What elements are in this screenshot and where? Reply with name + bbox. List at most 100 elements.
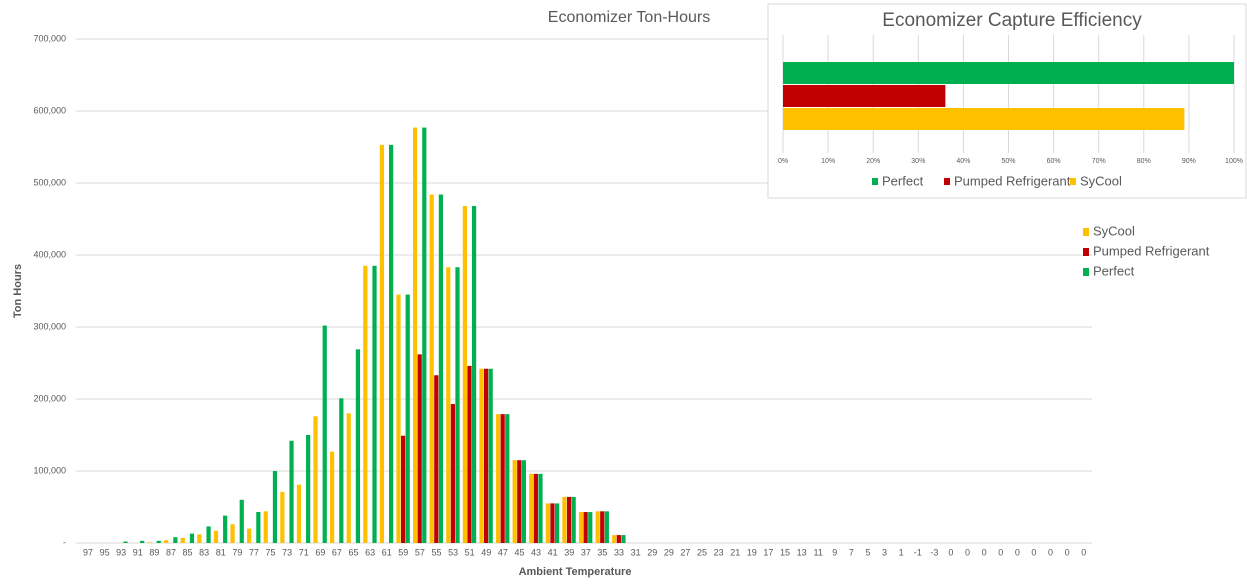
y-tick-label: 500,000 [33,177,66,187]
x-tick-label: 0 [1081,547,1086,557]
x-tick-label: 17 [763,547,773,557]
x-tick-label: 11 [814,547,823,557]
x-tick-label: 89 [149,547,159,557]
bar [429,194,434,543]
bar [438,194,443,543]
x-tick-label: 100% [1225,158,1243,165]
x-tick-label: 0 [982,547,987,557]
x-tick-label: 13 [797,547,807,557]
x-tick-label: 59 [398,547,408,557]
x-tick-label: 39 [564,547,574,557]
x-tick-label: 83 [199,547,209,557]
bar [588,512,593,543]
bar [550,503,555,543]
bar [621,535,626,543]
bar [355,349,361,543]
x-tick-label: 60% [1047,158,1061,165]
bar [529,473,534,543]
bar [256,512,261,543]
y-tick-label: - [63,537,66,547]
bar [372,265,377,543]
x-tick-label: 93 [116,547,126,557]
bar [417,354,422,543]
legend-swatch [872,178,878,185]
x-tick-label: 85 [183,547,193,557]
x-tick-label: 80% [1137,158,1151,165]
chart-title: Economizer Capture Efficiency [882,10,1142,31]
bar [197,534,202,543]
bar [545,503,550,543]
x-tick-label: 75 [266,547,276,557]
x-tick-label: 35 [597,547,607,557]
x-tick-label: 0 [1031,547,1036,557]
legend-swatch [944,178,950,185]
y-tick-label: 600,000 [33,105,66,115]
bar [434,375,439,543]
bar [396,294,401,543]
bar [422,127,427,543]
x-tick-label: 27 [680,547,690,557]
chart-title: Economizer Ton-Hours [548,9,710,26]
y-axis-label: Ton Hours [12,264,24,318]
bar [213,530,219,543]
bar [263,511,268,543]
x-tick-label: 87 [166,547,176,557]
x-tick-label: 33 [614,547,624,557]
bar [247,528,252,543]
x-tick-label: 0 [948,547,953,557]
legend-swatch [1083,268,1089,276]
legend-label: SyCool [1080,173,1122,188]
bar [379,144,385,543]
x-tick-label: 61 [382,547,392,557]
bar [156,540,161,543]
bar [330,451,335,543]
x-tick-label: 21 [730,547,740,557]
bar [517,460,522,543]
x-tick-label: 30% [911,158,925,165]
bar [562,496,567,543]
x-tick-label: -1 [914,547,922,557]
bar [296,484,302,543]
x-tick-label: 65 [349,547,359,557]
x-tick-label: 63 [365,547,375,557]
x-tick-label: 3 [882,547,887,557]
x-tick-label: 95 [100,547,110,557]
bar [616,535,621,543]
legend-label: Pumped Refrigerant [1093,243,1210,258]
bar [455,267,460,543]
bar [554,503,560,543]
x-tick-label: 97 [83,547,93,557]
x-tick-label: 69 [315,547,325,557]
legend-label: Perfect [882,173,924,188]
bar [346,413,351,543]
bar [500,414,505,543]
x-tick-label: 67 [332,547,342,557]
bar [471,206,477,544]
bar [571,496,576,543]
x-tick-label: 31 [631,547,641,557]
bar [446,267,451,543]
x-tick-label: -3 [930,547,938,557]
bar [223,515,228,543]
x-tick-label: 37 [581,547,591,557]
x-tick-label: 19 [747,547,757,557]
x-tick-label: 81 [216,547,226,557]
bar [405,294,410,543]
bar [583,512,588,543]
x-tick-label: 0 [998,547,1003,557]
bar [521,460,526,543]
y-tick-label: 300,000 [33,321,66,331]
x-tick-label: 45 [514,547,524,557]
bar [783,108,1185,130]
bar [412,127,418,543]
bar [401,435,406,543]
x-tick-label: 15 [780,547,790,557]
legend-swatch [1083,248,1089,256]
bar [313,416,318,543]
x-tick-label: 55 [431,547,441,557]
bar [389,144,394,543]
x-tick-label: 29 [664,547,674,557]
bar [488,368,493,543]
bar [538,473,543,543]
